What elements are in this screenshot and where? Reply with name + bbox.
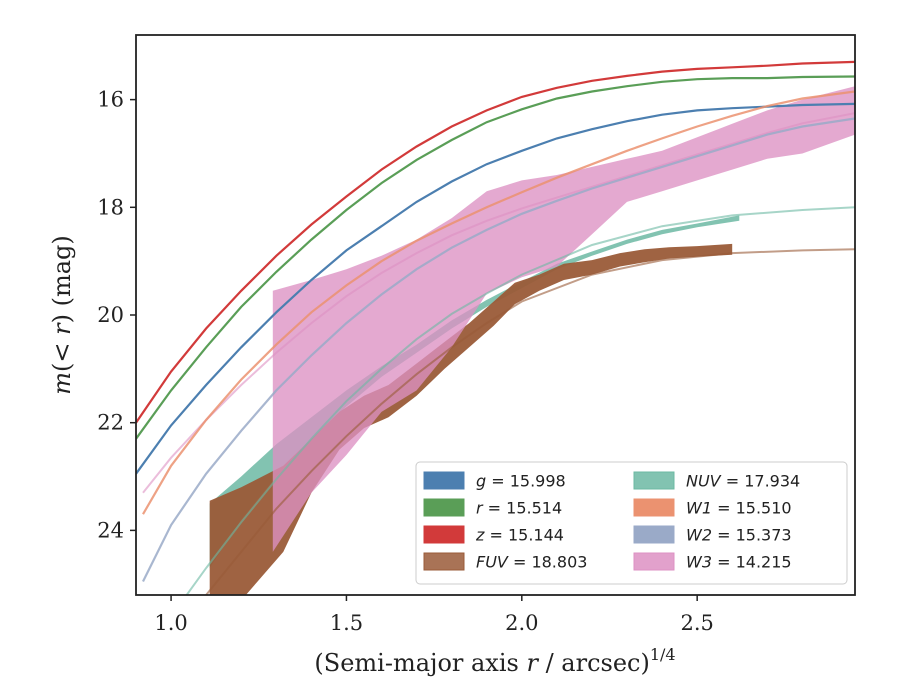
- band-layer: [209, 86, 855, 595]
- y-axis-title: m(< r) (mag): [48, 235, 76, 395]
- nuv-fit-line: [185, 206, 855, 595]
- legend-label-r: r = 15.514: [476, 499, 562, 518]
- x-axis: 1.0 1.5 2.0 2.5: [154, 595, 714, 635]
- z-line: [136, 60, 855, 424]
- y-tick-label: 24: [97, 518, 124, 542]
- fuv-fit-line: [204, 248, 855, 595]
- y-axis: 16 18 20 22 24: [97, 88, 136, 542]
- legend-label-w3: W3 = 14.215: [686, 553, 792, 572]
- y-tick-label: 20: [97, 303, 124, 327]
- legend-box: [415, 461, 848, 585]
- legend-swatch-w1: [633, 498, 675, 517]
- x-axis-title: (Semi-major axis r / arcsec)1/4: [314, 645, 675, 677]
- x-tick-label: 1.0: [154, 611, 187, 635]
- legend-swatch-z: [423, 525, 465, 544]
- legend-swatch-w3: [633, 552, 675, 571]
- line-layer: [136, 60, 855, 582]
- fuv-band: [209, 243, 733, 595]
- legend-label-nuv: NUV = 17.934: [686, 472, 800, 491]
- fit-layer: [142, 112, 855, 595]
- g-line: [136, 102, 855, 475]
- w3-fit-line: [142, 112, 855, 494]
- legend-label-z: z = 15.144: [475, 526, 564, 545]
- w1-line: [142, 90, 855, 515]
- x-tick-label: 2.5: [680, 611, 713, 635]
- legend-swatch-w2: [633, 525, 675, 544]
- y-tick-label: 22: [97, 411, 124, 435]
- y-tick-label: 16: [97, 88, 124, 112]
- legend-label-w1: W1 = 15.510: [686, 499, 792, 518]
- w2-line: [142, 117, 855, 582]
- r-line: [136, 75, 855, 440]
- w3-band: [272, 86, 855, 552]
- legend-swatch-nuv: [633, 471, 675, 490]
- legend-swatch-r: [423, 498, 465, 517]
- x-tick-label: 2.0: [505, 611, 538, 635]
- y-tick-label: 18: [97, 195, 124, 219]
- legend-label-g: g = 15.998: [476, 472, 566, 491]
- legend-swatch-g: [423, 471, 465, 490]
- legend-swatch-fuv: [423, 552, 465, 571]
- x-tick-label: 1.5: [330, 611, 363, 635]
- legend-label-w2: W2 = 15.373: [686, 526, 792, 545]
- legend: g = 15.998 r = 15.514 z = 15.144 FUV = 18.8…: [415, 461, 848, 585]
- legend-label-fuv: FUV = 18.803: [476, 553, 587, 572]
